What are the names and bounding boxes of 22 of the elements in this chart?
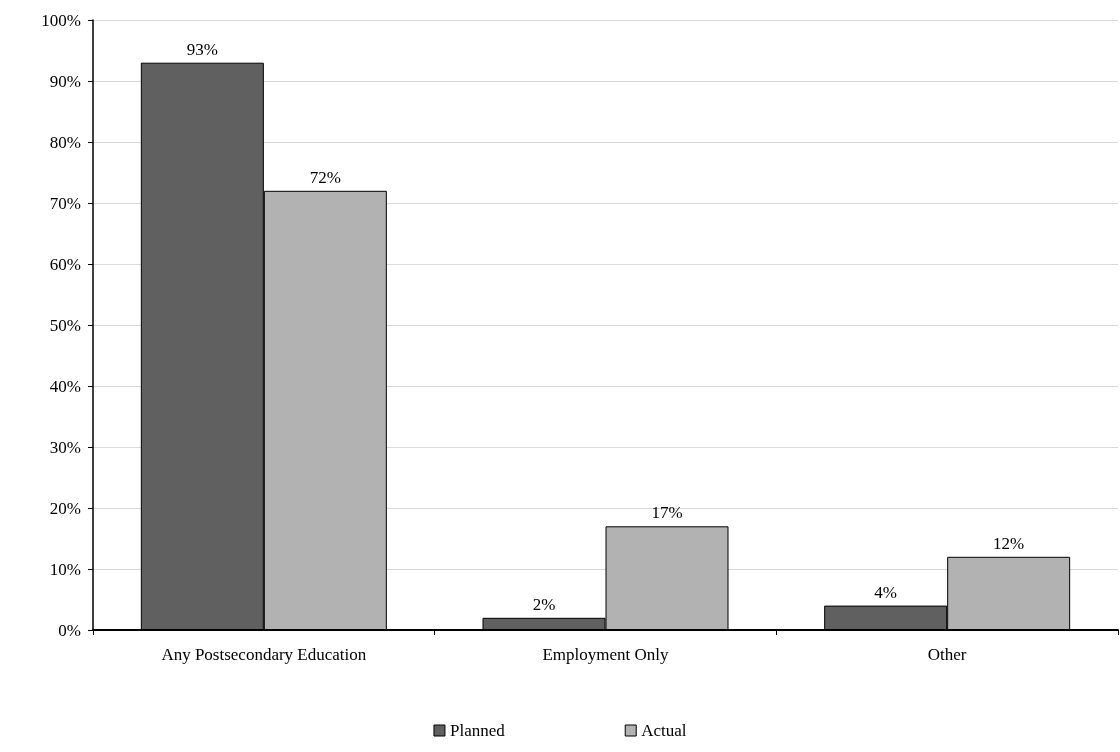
x-tick-label: Employment Only xyxy=(542,645,670,664)
y-tick-label: 100% xyxy=(41,10,81,30)
y-tick-label: 30% xyxy=(49,437,81,457)
legend-label: Planned xyxy=(449,721,506,740)
data-label: 12% xyxy=(993,533,1025,553)
y-tick-label: 60% xyxy=(49,254,81,274)
data-label: 72% xyxy=(309,167,341,187)
y-tick-label: 90% xyxy=(49,71,81,91)
x-tick-label: Other xyxy=(927,645,967,664)
y-tick-label: 20% xyxy=(49,498,81,518)
data-label: 4% xyxy=(874,582,897,602)
data-label: 93% xyxy=(186,39,218,59)
legend-label: Actual xyxy=(641,721,687,740)
y-tick-label: 0% xyxy=(58,620,81,640)
x-tick-label: Any Postsecondary Education xyxy=(161,645,367,664)
y-tick-label: 50% xyxy=(49,315,81,335)
data-label: 17% xyxy=(651,503,683,523)
y-tick-label: 70% xyxy=(49,193,81,213)
y-tick-label: 10% xyxy=(49,559,81,579)
y-tick-label: 80% xyxy=(49,132,81,152)
y-tick-label: 40% xyxy=(49,376,81,396)
data-label: 2% xyxy=(532,594,556,614)
